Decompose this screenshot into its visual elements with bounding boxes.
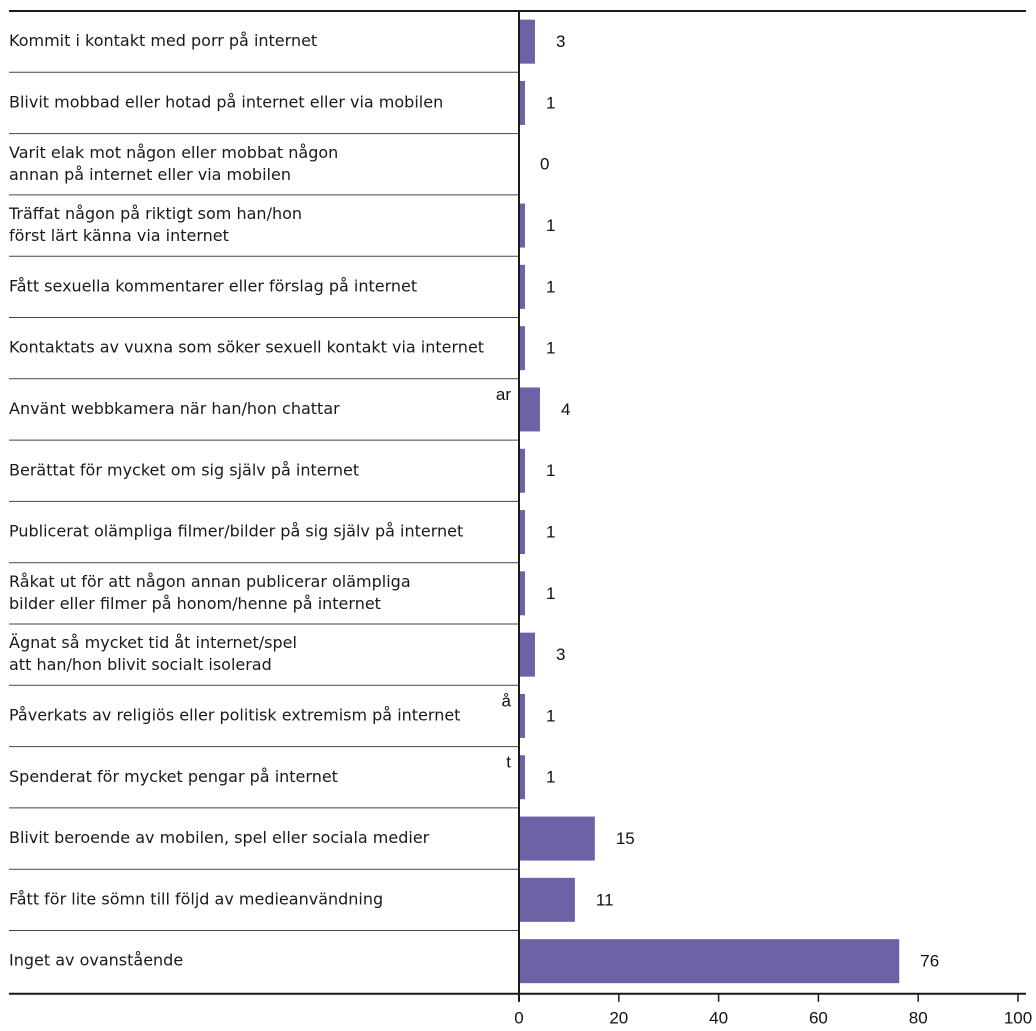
bar (520, 939, 900, 984)
bar (520, 80, 525, 125)
category-label: Blivit beroende av mobilen, spel eller s… (9, 828, 430, 847)
value-label: 0 (540, 155, 549, 174)
bar (520, 632, 535, 677)
bar (520, 510, 525, 555)
value-label: 1 (546, 93, 555, 112)
bar (520, 877, 575, 922)
category-labels: Kommit i kontakt med porr på internet Bli… (8, 31, 484, 970)
category-label: Ägnat så mycket tid åt internet/spel (9, 633, 297, 652)
tick-label: 60 (809, 1008, 828, 1027)
bars-group (520, 19, 900, 984)
category-label: Spenderat för mycket pengar på internet (9, 767, 338, 786)
category-label: Varit elak mot någon eller mobbat någon (9, 143, 338, 162)
category-label: Kontaktats av vuxna som söker sexuell ko… (9, 338, 484, 357)
value-label: 11 (596, 890, 614, 909)
bar (520, 387, 540, 432)
stray-marks: ar å t (496, 385, 512, 772)
bar (520, 448, 525, 493)
category-label: Påverkats av religiös eller politisk ext… (9, 705, 460, 724)
category-label: Berättat för mycket om sig själv på inte… (9, 460, 359, 479)
category-label: först lärt känna via internet (9, 226, 229, 245)
bar (520, 755, 525, 800)
category-label: Blivit mobbad eller hotad på internet el… (9, 92, 443, 111)
value-label: 1 (546, 706, 555, 725)
value-label: 1 (546, 277, 555, 296)
value-label: 1 (546, 768, 555, 787)
value-label: 1 (546, 523, 555, 542)
bar (520, 693, 525, 738)
value-label: 76 (920, 952, 939, 971)
category-label: Fått för lite sömn till följd av mediean… (9, 889, 383, 908)
value-label: 1 (546, 461, 555, 480)
bar (520, 203, 525, 248)
category-label: bilder eller filmer på honom/henne på in… (9, 594, 381, 613)
category-label: Använt webbkamera när han/hon chattar (9, 399, 340, 418)
value-label: 3 (556, 645, 565, 664)
category-label: Råkat ut för att någon annan publicerar … (9, 572, 411, 591)
value-label: 1 (546, 216, 555, 235)
tick-label: 0 (514, 1008, 523, 1027)
stray-mark: ar (496, 385, 511, 404)
x-axis-ticks: 0 20 40 60 80 100 (514, 993, 1032, 1027)
tick-label: 80 (909, 1008, 928, 1027)
category-label: Kommit i kontakt med porr på internet (9, 31, 317, 50)
bar (520, 264, 525, 309)
stray-mark: å (502, 691, 512, 710)
category-label: Träffat någon på riktigt som han/hon (8, 204, 302, 223)
bar (520, 816, 595, 861)
value-label: 15 (616, 829, 635, 848)
tick-label: 100 (1004, 1008, 1032, 1027)
category-label: Publicerat olämpliga filmer/bilder på si… (9, 522, 463, 541)
category-label: att han/hon blivit socialt isolerad (9, 655, 272, 674)
value-label: 4 (561, 400, 570, 419)
row-separators (9, 71, 519, 931)
value-label: 3 (556, 32, 565, 51)
tick-label: 20 (609, 1008, 628, 1027)
category-label: Fått sexuella kommentarer eller förslag … (9, 276, 417, 295)
value-label: 1 (546, 339, 555, 358)
bar (520, 326, 525, 371)
bar (520, 571, 525, 616)
category-label: annan på internet eller via mobilen (9, 165, 291, 184)
tick-label: 40 (709, 1008, 728, 1027)
bar (520, 19, 535, 64)
stray-mark: t (506, 753, 511, 772)
value-label: 1 (546, 584, 555, 603)
category-label: Inget av ovanstående (9, 951, 183, 970)
